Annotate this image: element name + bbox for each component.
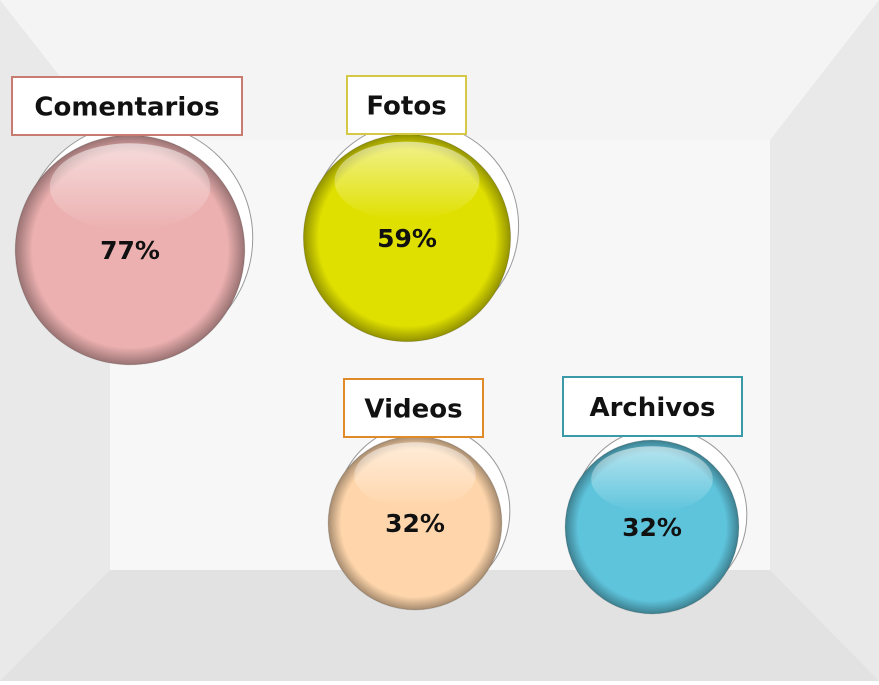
label-box bbox=[11, 76, 243, 136]
value-label: 59% bbox=[377, 224, 437, 253]
value-label: 32% bbox=[622, 513, 682, 542]
category-label: Fotos bbox=[366, 92, 446, 122]
label-box bbox=[343, 378, 484, 438]
category-label: Videos bbox=[364, 395, 462, 425]
bubble-highlight bbox=[334, 141, 480, 221]
category-label: Comentarios bbox=[34, 93, 219, 123]
value-label: 77% bbox=[100, 236, 160, 265]
label-box bbox=[346, 75, 467, 135]
bubble-highlight bbox=[49, 143, 211, 231]
category-label: Archivos bbox=[589, 393, 715, 423]
label-box bbox=[562, 376, 743, 437]
value-label: 32% bbox=[385, 509, 445, 538]
bubble-highlight bbox=[591, 446, 713, 513]
bubble-highlight bbox=[354, 442, 476, 509]
